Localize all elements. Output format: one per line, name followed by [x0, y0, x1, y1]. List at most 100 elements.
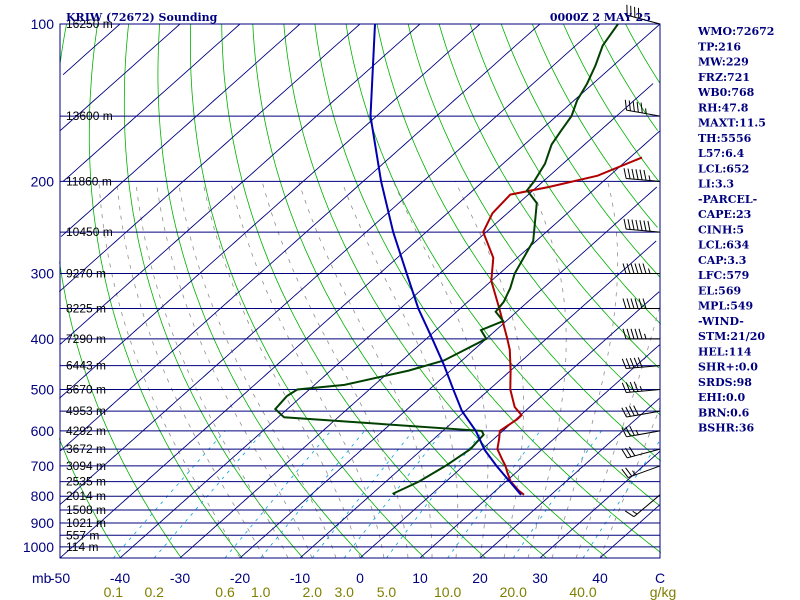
dry-adiabat [283, 23, 608, 559]
height-label: 13600 m [66, 109, 113, 123]
index-value: BSHR:36 [698, 422, 754, 435]
index-value: TP:216 [698, 40, 741, 53]
parcel-trace [369, 23, 522, 496]
wind-barb-flag [621, 358, 627, 369]
moist-adiabat [261, 181, 409, 559]
isotherm [359, 291, 660, 559]
wind-barb-flag [647, 220, 651, 232]
dry-adiabat [123, 23, 304, 559]
moist-adiabat [298, 181, 433, 558]
wind-barb-staff [627, 465, 661, 479]
wind-barb-flag [633, 357, 639, 368]
wind-barb-flag [630, 328, 635, 339]
pressure-label: 500 [31, 382, 55, 398]
height-label: 9270 m [66, 266, 106, 280]
dewpoint-trace [273, 23, 619, 496]
height-label: 3672 m [66, 442, 106, 456]
wind-barb-half-flag [639, 386, 643, 392]
wind-barb-staff [626, 430, 661, 438]
mixing-ratio-tick-label: 1.0 [251, 584, 271, 600]
wind-barb-flag [629, 406, 635, 416]
mixing-ratio-line [224, 430, 332, 559]
wind-barb-half-flag [632, 470, 636, 476]
dry-adiabats [58, 23, 662, 559]
temperature-unit: C [655, 570, 665, 586]
height-label: 5670 m [66, 383, 106, 397]
index-value: EL:569 [698, 284, 741, 297]
pressure-label: 700 [31, 458, 55, 474]
height-label: 3094 m [66, 459, 106, 473]
temperature-tick-label: 10 [412, 570, 428, 586]
index-value: LCL:634 [698, 239, 750, 252]
wind-barb [623, 168, 661, 182]
wind-barb-flag [633, 381, 639, 392]
dry-adiabat [189, 23, 425, 559]
moist-adiabat [455, 181, 524, 559]
mixing-ratio-tick-label: 0.2 [145, 584, 165, 600]
temperature-trace [482, 156, 643, 496]
wind-barb-flag [643, 220, 647, 231]
wind-barb-flag [625, 426, 631, 437]
mixing-ratio-unit: g/kg [650, 584, 676, 600]
index-value: LI:3.3 [698, 178, 734, 191]
wind-barb-flag [625, 447, 632, 458]
sounding-time: 0000Z 2 MAY 25 [550, 11, 651, 24]
index-value: LFC:579 [698, 269, 749, 282]
wind-barb-flag [635, 219, 639, 231]
mixing-ratio-lines [112, 430, 660, 559]
isotherm [599, 504, 661, 559]
wind-barb-flag [621, 427, 627, 438]
wind-barb-flag [630, 263, 635, 274]
index-value: EHI:0.0 [698, 391, 745, 404]
height-label: 16250 m [66, 17, 113, 31]
isotherm [59, 23, 421, 345]
wind-barb-flag [629, 381, 635, 392]
dry-adiabat [252, 23, 547, 559]
moist-adiabat [527, 181, 567, 559]
wind-barb [624, 99, 661, 117]
isotherm [299, 240, 657, 559]
wind-barb-flag [631, 168, 635, 180]
wind-barb-flag [623, 218, 627, 230]
height-label: 6443 m [66, 359, 106, 373]
mixing-ratio-tick-label: 5.0 [377, 584, 397, 600]
mixing-ratio-tick-label: 40.0 [569, 584, 596, 600]
pressure-label: 1000 [23, 539, 54, 555]
wind-barb-flag [636, 101, 639, 113]
wind-barb-half-flag [648, 175, 651, 181]
wind-barb-flag [627, 168, 631, 179]
wind-barb [622, 328, 660, 340]
dry-adiabat [469, 23, 662, 325]
wind-barb-flag [622, 263, 627, 274]
wind-barb-flag [642, 298, 647, 309]
wind-barb-flag [634, 263, 639, 274]
mixing-ratio-line [512, 430, 602, 559]
index-value: WMO:72672 [697, 25, 774, 38]
isotherm [60, 23, 301, 237]
wind-barb-flag [621, 407, 627, 418]
isotherm [119, 83, 654, 559]
wind-barb-flag [627, 219, 631, 230]
wind-barb [621, 446, 661, 459]
isotherm [59, 23, 601, 505]
isotherm [539, 450, 661, 559]
wind-barb-flag [628, 100, 631, 111]
wind-barb-flag [640, 102, 643, 114]
wind-barb-flag [625, 382, 631, 393]
dry-adiabat [500, 23, 661, 278]
wind-barb-flag [624, 510, 635, 518]
wind-barb-flag [629, 425, 635, 436]
height-label: 557 m [66, 528, 99, 542]
mixing-ratio-tick-label: 0.1 [104, 584, 124, 600]
dry-adiabat [376, 23, 662, 462]
mixing-ratio-tick-label: 3.0 [334, 584, 354, 600]
wind-barb-flag [625, 358, 631, 369]
pressure-label: 800 [31, 488, 55, 504]
isotherm [419, 344, 661, 559]
wind-barb-flag [624, 99, 628, 111]
index-value: HEL:114 [698, 345, 752, 358]
wind-barb-staff [626, 228, 661, 233]
wind-barb-flag [622, 298, 627, 309]
mixing-ratio-line [311, 430, 414, 559]
